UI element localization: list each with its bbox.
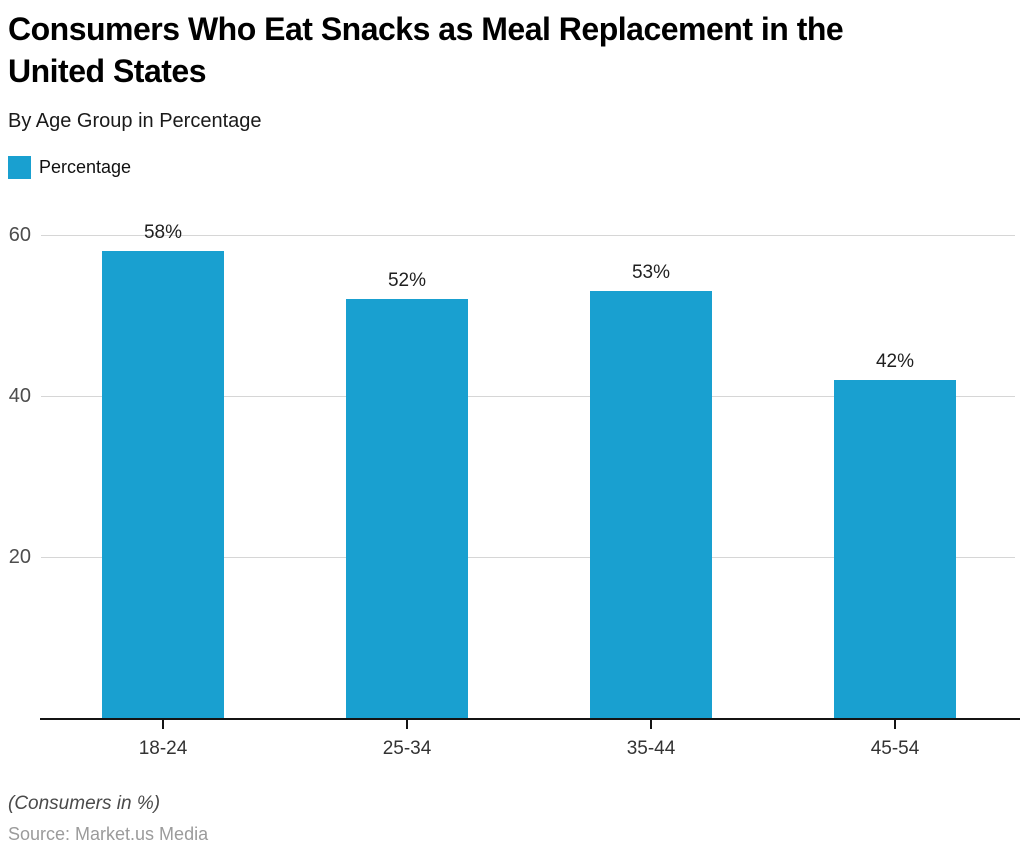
bar-25-34 — [346, 299, 468, 718]
legend: Percentage — [8, 156, 131, 179]
legend-label: Percentage — [39, 157, 132, 177]
x-axis-line — [40, 718, 1020, 720]
legend-swatch-icon — [8, 156, 31, 179]
x-axis-tick-label: 45-54 — [870, 738, 920, 759]
bar-value-label: 52% — [387, 270, 427, 291]
source-credit: Source: Market.us Media — [8, 824, 209, 844]
y-axis-tick-label: 60 — [8, 224, 31, 246]
bar-18-24 — [102, 251, 224, 718]
x-axis-tick — [406, 720, 408, 729]
x-axis-tick — [162, 720, 164, 729]
x-axis-tick-label: 18-24 — [138, 738, 188, 759]
page-title: Consumers Who Eat Snacks as Meal Replace… — [8, 8, 1008, 92]
chart-subtitle: By Age Group in Percentage — [8, 110, 262, 132]
bar-35-44 — [590, 291, 712, 718]
x-axis-tick-label: 35-44 — [626, 738, 676, 759]
x-axis-tick — [894, 720, 896, 729]
bar-value-label: 58% — [143, 222, 183, 243]
gridline-y-40 — [41, 396, 1015, 397]
y-axis-tick-label: 20 — [8, 546, 31, 568]
gridline-y-20 — [41, 557, 1015, 558]
gridline-y-60 — [41, 235, 1015, 236]
x-axis-tick-label: 25-34 — [382, 738, 432, 759]
page-title-line-2: United States — [8, 53, 206, 89]
bar-value-label: 42% — [875, 351, 915, 372]
bar-45-54 — [834, 380, 956, 718]
axis-units-note: (Consumers in %) — [8, 793, 161, 814]
y-axis-tick-label: 40 — [8, 385, 31, 407]
bar-value-label: 53% — [631, 262, 671, 283]
page-title-line-1: Consumers Who Eat Snacks as Meal Replace… — [8, 11, 844, 47]
x-axis-tick — [650, 720, 652, 729]
